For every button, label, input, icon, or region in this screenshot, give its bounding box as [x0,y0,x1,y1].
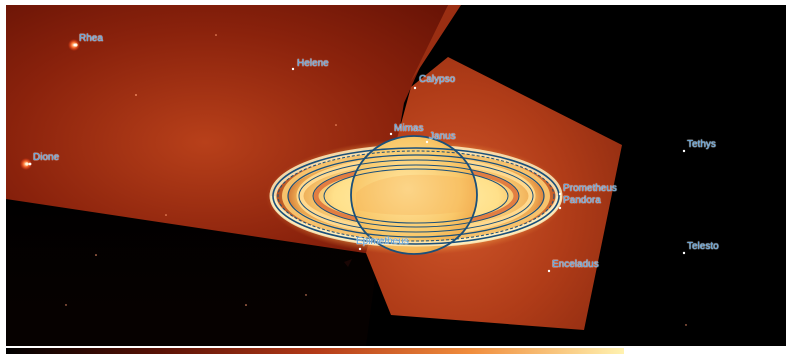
frame-seam [410,5,461,83]
moon-marker-epimetheus [358,247,362,251]
moon-label-janus: Janus [429,131,456,142]
ring-outline [298,159,534,233]
moon-marker-calypso [413,86,417,90]
ring-outline [323,168,509,224]
star [335,124,337,126]
moon-label-pandora: Pandora [563,195,601,206]
ring-outline [312,164,520,228]
moon-marker-helene [291,67,295,71]
ring-system [269,135,563,255]
planet-outline [350,135,478,255]
moon-markers [28,43,686,273]
star-field [20,34,687,326]
moon-marker-dione [28,162,32,166]
ring-outline [287,154,545,238]
intensity-colorbar [6,348,624,354]
moon-marker-prometheus [558,192,562,196]
moon-label-prometheus: Prometheus [563,183,617,194]
star [305,294,307,296]
saturn-scene-graphic [6,5,786,346]
moon-marker-tethys [682,149,686,153]
colorbar-gradient [6,348,624,354]
moon-marker-rhea [73,43,77,47]
moon-label-calypso: Calypso [419,74,456,85]
moon-marker-pandora [558,206,562,210]
moon-marker-enceladus [547,269,551,273]
star [135,94,137,96]
saturn-image: Rhea Helene Calypso Mimas Janus Tethys D… [6,5,786,346]
planet-disk [351,136,477,254]
moon-marker-janus [425,140,429,144]
moon-marker-mimas [389,132,393,136]
star [165,214,167,216]
moon-label-rhea: Rhea [79,33,103,44]
moon-label-dione: Dione [33,152,60,163]
planet-shadow [356,174,476,215]
moon-label-epimetheus: Epimetheus [356,236,409,247]
star [685,324,687,326]
moon-label-telesto: Telesto [687,241,719,252]
star-dione-core [25,162,29,166]
star [95,254,97,256]
moon-label-helene: Helene [297,58,329,69]
ring-outline [272,147,560,245]
moon-marker-telesto [682,251,686,255]
ring-outline-dashed [277,150,555,242]
moon-label-tethys: Tethys [687,139,716,150]
star [215,34,217,36]
star [65,304,67,306]
moon-label-mimas: Mimas [394,123,424,134]
star [245,304,247,306]
moon-label-enceladus: Enceladus [552,259,599,270]
dark-artifact [344,259,352,267]
exposure-frame-left-fade [6,199,378,346]
